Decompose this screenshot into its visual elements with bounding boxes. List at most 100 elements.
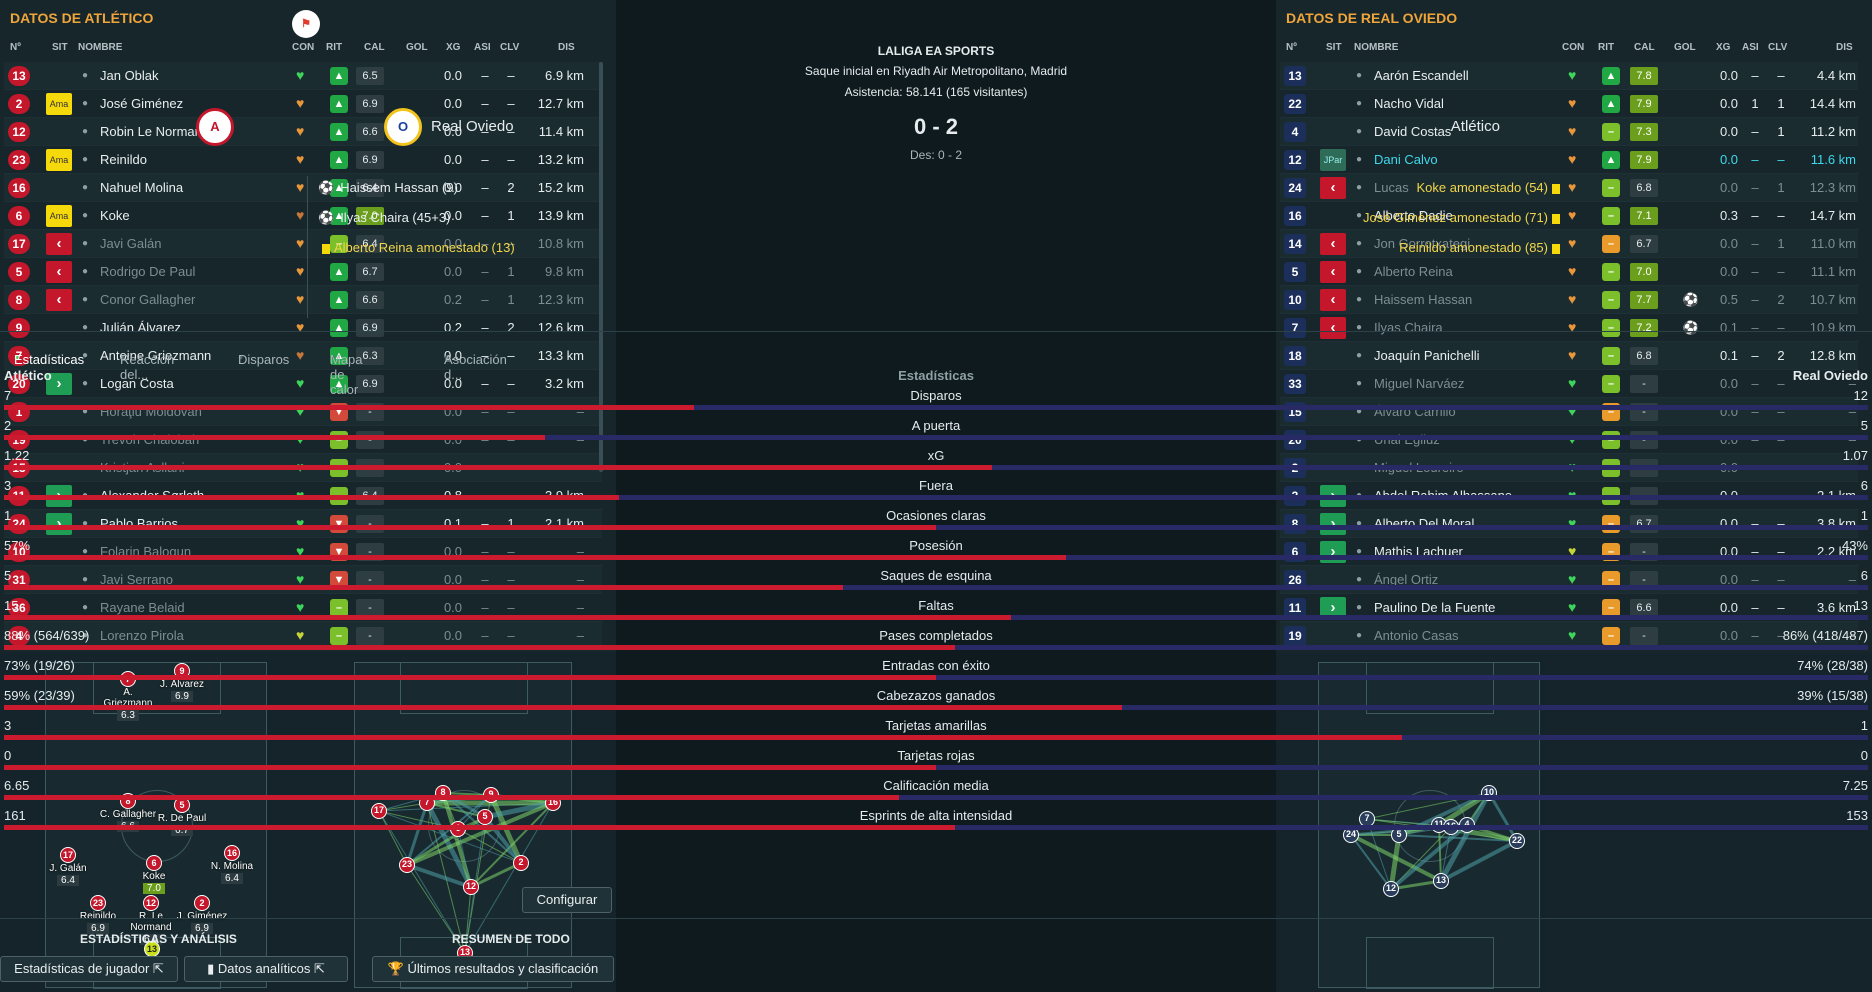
table-row[interactable]: 8 › ● Alberto Del Moral ♥ –6.7 0.0– –3.8 km [1280, 510, 1858, 538]
player-name[interactable]: Paulino De la Fuente [1374, 600, 1496, 615]
column-header[interactable]: RIT [326, 42, 343, 53]
column-header[interactable]: ASI [474, 42, 491, 53]
column-header[interactable]: CLV [1768, 42, 1788, 53]
table-row[interactable]: 13 ● Jan Oblak ♥ ▲ 6.5 0.0 – – 6.9 km [4, 62, 602, 90]
player-name[interactable]: Miguel Narváez [1374, 376, 1465, 391]
column-header[interactable]: SIT [52, 42, 68, 53]
player-name[interactable]: Rayane Belaid [100, 600, 185, 615]
pitch-player[interactable]: 5 R. De Paul 6.7 [152, 797, 212, 836]
table-row[interactable]: 10 ‹ ● Haissem Hassan ♥ –7.7 ⚽ 0.5–2 10.7 km [1280, 286, 1858, 314]
column-header[interactable]: GOL [406, 42, 428, 53]
table-row[interactable]: 8 ‹ ● Conor Gallagher ♥ ▲ 6.6 0.2 – 1 12.3 km [4, 286, 602, 314]
player-name[interactable]: Antonio Casas [1374, 628, 1459, 643]
table-row[interactable]: 7 ● Antoine Griezmann ♥ ▲ 6.3 0.0– –13.3 km [4, 342, 602, 370]
column-header[interactable]: ASI [1742, 42, 1759, 53]
table-row[interactable]: 2 Ama ● José Giménez ♥ ▲ 6.9 0.0 – – 12.7 km [4, 90, 602, 118]
player-name[interactable]: Javi Serrano [100, 572, 173, 587]
pitch-player[interactable]: 6 Koke 7.0 [124, 855, 184, 894]
network-node[interactable]: 22 [1509, 833, 1525, 849]
column-header[interactable]: GOL [1674, 42, 1696, 53]
column-header[interactable]: NOMBRE [78, 42, 123, 53]
player-name[interactable]: Alberto Reina [1374, 264, 1453, 279]
player-name[interactable]: Koke [100, 208, 130, 223]
table-row[interactable]: 12 ● Robin Le Normand ♥ ▲ 6.6 0.0 – – 11.4 km [4, 118, 602, 146]
assists-value: – [1751, 348, 1759, 363]
table-row[interactable]: 11 › ● Paulino De la Fuente ♥ –6.6 0.0– –3.6 km [1280, 594, 1858, 622]
table-row[interactable]: 5 ‹ ● Rodrigo De Paul ♥ ▲ 6.7 0.0 – 1 9.8 km [4, 258, 602, 286]
player-name[interactable]: Logan Costa [100, 376, 174, 391]
player-name[interactable]: Aarón Escandell [1374, 68, 1469, 83]
column-header[interactable]: DIS [558, 42, 575, 53]
player-name[interactable]: Joaquín Panichelli [1374, 348, 1480, 363]
column-header[interactable]: CAL [1634, 42, 1655, 53]
pitch-player[interactable]: 12 R. Le Normand 6.6 [121, 895, 181, 945]
scrollbar[interactable] [599, 62, 603, 472]
column-header[interactable]: XG [1716, 42, 1731, 53]
column-header[interactable]: CAL [364, 42, 385, 53]
table-row[interactable]: 14 ‹ ● Jon Gorrotxategi ♥ –6.7 0.0–1 11.0 km [1280, 230, 1858, 258]
network-node[interactable]: 17 [371, 803, 387, 819]
column-header[interactable]: CON [1562, 42, 1585, 53]
player-name[interactable]: Ilyas Chaira [1374, 320, 1443, 335]
column-header[interactable]: NOMBRE [1354, 42, 1399, 53]
player-name[interactable]: Ángel Ortiz [1374, 572, 1439, 587]
table-row[interactable]: 22 ● Nacho Vidal ♥ ▲ 7.9 0.0 1 1 14.4 km [1280, 90, 1858, 118]
column-header[interactable]: Nº [10, 42, 21, 53]
player-name[interactable]: Rodrigo De Paul [100, 264, 196, 279]
table-row[interactable]: 4 ● David Costas ♥ –7.3 0.0–1 11.2 km [1280, 118, 1858, 146]
player-name[interactable]: Julián Álvarez [100, 320, 181, 335]
analytics-button[interactable]: ▮ Datos analíticos ⇱ [184, 956, 348, 982]
table-row[interactable]: 16 ● Nahuel Molina ♥ ▲ 6.4 0.0 – 2 15.2 km [4, 174, 602, 202]
table-row[interactable]: 9 ● Julián Álvarez ♥ ▲ 6.9 0.2 – 2 12.6 km [4, 314, 602, 342]
pitch-player[interactable]: 17 J. Galán 6.4 [38, 847, 98, 886]
player-name[interactable]: Antoine Griezmann [100, 348, 212, 363]
column-header[interactable]: DIS [1836, 42, 1853, 53]
player-name[interactable]: Jan Oblak [100, 68, 159, 83]
player-name[interactable]: Jon Gorrotxategi [1374, 236, 1471, 251]
player-name[interactable]: Alberto Dadie [1374, 208, 1453, 223]
player-name[interactable]: Conor Gallagher [100, 292, 196, 307]
player-name[interactable]: Robin Le Normand [100, 124, 210, 139]
table-row[interactable]: 16 ● Alberto Dadie ♥ –7.1 0.3– –14.7 km [1280, 202, 1858, 230]
column-header[interactable]: RIT [1598, 42, 1615, 53]
column-header[interactable]: Nº [1286, 42, 1297, 53]
player-name[interactable]: Reinildo [100, 152, 147, 167]
network-node[interactable]: 12 [1383, 881, 1399, 897]
player-name[interactable]: David Costas [1374, 124, 1452, 139]
table-row[interactable]: 6 Ama ● Koke ♥ ▲ 7.0 0.0 – 1 13.9 km [4, 202, 602, 230]
pitch-player[interactable]: 23 Reinildo 6.9 [68, 895, 128, 934]
table-row[interactable]: 13 ● Aarón Escandell ♥ ▲ 7.8 0.0– –4.4 km [1280, 62, 1858, 90]
player-name[interactable]: Dani Calvo [1374, 152, 1438, 167]
player-name[interactable]: Haissem Hassan [1374, 292, 1473, 307]
pitch-player[interactable]: 16 N. Molina 6.4 [202, 845, 262, 884]
table-row[interactable]: 20 › ● Logan Costa ♥ ▲ 6.9 0.0 – – 3.2 km [4, 370, 602, 398]
player-name[interactable]: Nahuel Molina [100, 180, 184, 195]
column-header[interactable]: CLV [500, 42, 520, 53]
table-row[interactable]: 17 ‹ ● Javi Galán ♥ –6.4 0.0– –10.8 km [4, 230, 602, 258]
player-name[interactable]: Lorenzo Pirola [100, 628, 184, 643]
table-row[interactable]: 7 ‹ ● Ilyas Chaira ♥ –7.2 ⚽ 0.1– –10.9 km [1280, 314, 1858, 342]
player-name[interactable]: Nacho Vidal [1374, 96, 1444, 111]
column-header[interactable]: XG [446, 42, 461, 53]
table-row[interactable]: 12 JPar ● Dani Calvo ♥ ▲ 7.9 0.0– –11.6 km [1280, 146, 1858, 174]
network-node[interactable]: 23 [399, 857, 415, 873]
player-name[interactable]: Javi Galán [100, 236, 162, 251]
column-header[interactable]: SIT [1326, 42, 1342, 53]
network-node[interactable]: 5 [477, 809, 493, 825]
table-row[interactable]: 5 ‹ ● Alberto Reina ♥ –7.0 0.0– –11.1 km [1280, 258, 1858, 286]
table-row[interactable]: 33 ● Miguel Narváez ♥ – -0.0– – – [1280, 370, 1858, 398]
results-table-button[interactable]: 🏆 Últimos resultados y clasificación [372, 956, 614, 982]
configure-button[interactable]: Configurar [522, 887, 612, 913]
network-node[interactable]: 13 [1433, 873, 1449, 889]
table-row[interactable]: 24 ‹ ● Lucas ♥ –6.8 0.0–1 12.3 km [1280, 174, 1858, 202]
table-row[interactable]: 18 ● Joaquín Panichelli ♥ –6.8 0.1–2 12.8 km [1280, 342, 1858, 370]
column-header[interactable]: CON [292, 42, 315, 53]
table-row[interactable]: 23 Ama ● Reinildo ♥ ▲ 6.9 0.0 – – 13.2 km [4, 146, 602, 174]
pitch-player[interactable]: 2 J. Giménez 6.9 [172, 895, 232, 934]
network-node[interactable]: 12 [463, 879, 479, 895]
player-name[interactable]: Lucas [1374, 180, 1409, 195]
network-node[interactable]: 2 [513, 855, 529, 871]
player-stats-button[interactable]: Estadísticas de jugador ⇱ [0, 956, 178, 982]
player-name[interactable]: José Giménez [100, 96, 184, 111]
table-row[interactable]: 36 ● Rayane Belaid ♥ – -0.0– – – [4, 594, 602, 622]
